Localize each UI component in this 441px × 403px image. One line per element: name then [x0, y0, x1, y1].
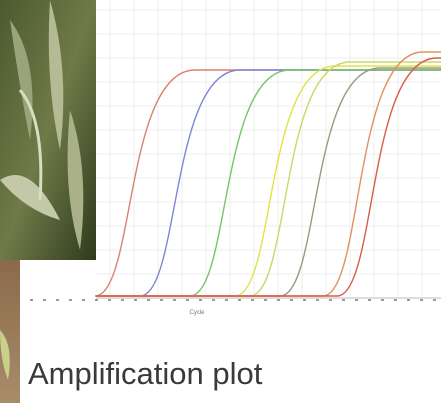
- tick-mark: [173, 299, 176, 301]
- tick-mark: [56, 299, 59, 301]
- tick-mark: [108, 299, 111, 301]
- tick-mark: [160, 299, 163, 301]
- tick-mark: [433, 299, 436, 301]
- tick-mark: [69, 299, 72, 301]
- tick-mark: [43, 299, 46, 301]
- tick-mark: [355, 299, 358, 301]
- tick-mark: [303, 299, 306, 301]
- tick-mark: [264, 299, 267, 301]
- tick-mark: [342, 299, 345, 301]
- tick-mark: [394, 299, 397, 301]
- tick-mark: [238, 299, 241, 301]
- x-axis-label: Cycle: [189, 310, 205, 316]
- collage: Cycle: [0, 0, 441, 403]
- tick-mark: [95, 299, 98, 301]
- tick-mark: [368, 299, 371, 301]
- tick-mark: [225, 299, 228, 301]
- tick-mark: [121, 299, 124, 301]
- tick-mark: [381, 299, 384, 301]
- tick-mark: [186, 299, 189, 301]
- tick-mark: [407, 299, 410, 301]
- tick-mark: [277, 299, 280, 301]
- caption: Amplification plot: [28, 356, 262, 392]
- tick-mark: [329, 299, 332, 301]
- tick-mark: [134, 299, 137, 301]
- tick-mark: [316, 299, 319, 301]
- tick-mark: [30, 299, 33, 301]
- tick-mark: [82, 299, 85, 301]
- tick-mark: [290, 299, 293, 301]
- page: Cycle Amplification plot: [0, 0, 441, 403]
- tick-mark: [212, 299, 215, 301]
- tick-mark: [199, 299, 202, 301]
- tick-mark: [251, 299, 254, 301]
- tick-mark: [147, 299, 150, 301]
- tick-mark: [420, 299, 423, 301]
